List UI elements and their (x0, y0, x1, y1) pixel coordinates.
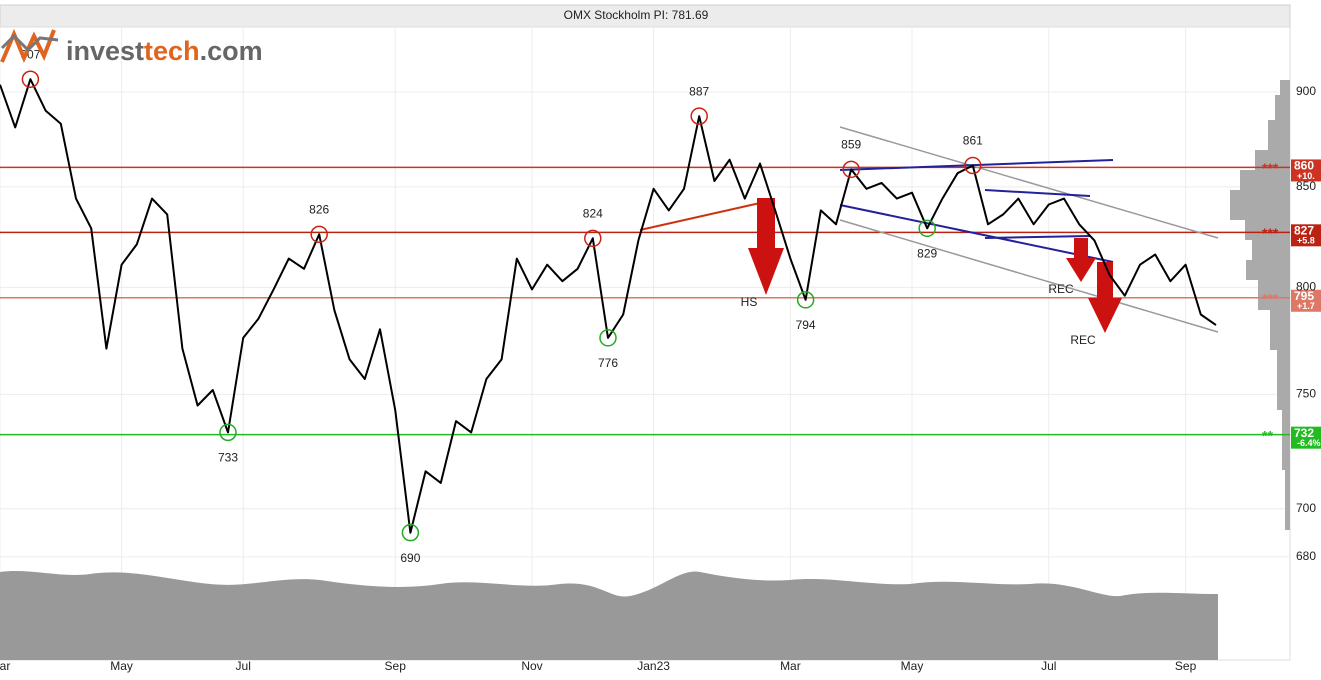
levels: *** 860+10. *** 827+5.8 *** 795+1.7 ** 732-6.4% (0, 159, 1321, 449)
level-stars: *** (1262, 225, 1279, 241)
x-tick-label: Jul (1041, 659, 1056, 673)
level-badge (1291, 224, 1321, 247)
x-tick-label: May (901, 659, 924, 673)
level-stars: *** (1262, 160, 1279, 176)
x-tick-label: Jan23 (637, 659, 670, 673)
extreme-label: 690 (400, 551, 420, 565)
y-tick-label: 900 (1296, 84, 1316, 98)
extreme-label: 824 (583, 207, 603, 221)
level-label: 860 (1294, 159, 1314, 173)
pattern-label: HS (741, 295, 758, 309)
level-change: +1.7 (1297, 301, 1315, 311)
x-tick-label: Sep (1175, 659, 1197, 673)
level-change: +5.8 (1297, 236, 1315, 246)
trend-lines (639, 126, 1219, 333)
extreme-marker (964, 156, 982, 175)
extreme-marker (310, 225, 328, 244)
extreme-label: 826 (309, 202, 329, 216)
extreme-label: 861 (963, 134, 983, 148)
grid (0, 27, 1290, 660)
level-badge (1291, 159, 1321, 182)
level-stars: *** (1262, 290, 1279, 306)
y-tick-label: 800 (1296, 280, 1316, 294)
price-line (0, 78, 1217, 534)
x-tick-label: Nov (521, 659, 542, 673)
y-tick-label: 750 (1296, 387, 1316, 401)
labels: 680 700 750 800 850 900 Mar May Jul Sep Nov Jan23 Ma… (0, 47, 1316, 673)
chart-title: OMX Stockholm PI: 781.69 (564, 8, 709, 22)
level-stars: ** (1262, 427, 1273, 443)
x-tick-label: Mar (0, 659, 10, 673)
extreme-marker (401, 523, 420, 542)
level-change: +10. (1297, 171, 1315, 181)
extreme-marker (599, 329, 617, 347)
y-tick-label: 700 (1296, 501, 1316, 515)
volume-area (0, 571, 1218, 660)
level-badge (1291, 426, 1321, 449)
volume-profile (1230, 80, 1290, 530)
extreme-label: 733 (218, 451, 238, 465)
level-label: 795 (1294, 289, 1314, 303)
logo-text: investtech.com (66, 36, 263, 66)
level-badge (1291, 289, 1321, 312)
pattern-label: REC (1070, 333, 1096, 347)
extreme-label: 794 (796, 318, 816, 332)
extreme-marker (690, 107, 708, 125)
level-change: -6.4% (1297, 438, 1321, 448)
extreme-label: 887 (689, 84, 709, 98)
logo: investtech.com (0, 28, 263, 66)
pattern-label: REC (1048, 282, 1074, 296)
x-tick-label: Mar (780, 659, 801, 673)
extreme-label: 829 (917, 246, 937, 260)
logo-first: invest (66, 36, 144, 66)
extreme-marker (796, 291, 815, 309)
y-tick-label: 850 (1296, 179, 1316, 193)
extreme-marker (918, 219, 936, 238)
x-tick-label: Jul (236, 659, 251, 673)
plot-frame (0, 26, 1291, 661)
x-tick-label: May (110, 659, 133, 673)
extreme-marker (21, 70, 40, 88)
x-tick-label: Sep (385, 659, 407, 673)
logo-second: tech (144, 36, 200, 66)
series (0, 78, 1217, 534)
level-label: 732 (1294, 426, 1314, 440)
extreme-label: 776 (598, 356, 618, 370)
extreme-label: 859 (841, 138, 861, 152)
level-label: 827 (1294, 223, 1314, 237)
extreme-marker (842, 160, 860, 179)
extreme-marker (584, 229, 602, 248)
logo-third: .com (200, 36, 263, 66)
y-tick-label: 680 (1296, 549, 1316, 563)
extreme-marker (219, 423, 237, 442)
